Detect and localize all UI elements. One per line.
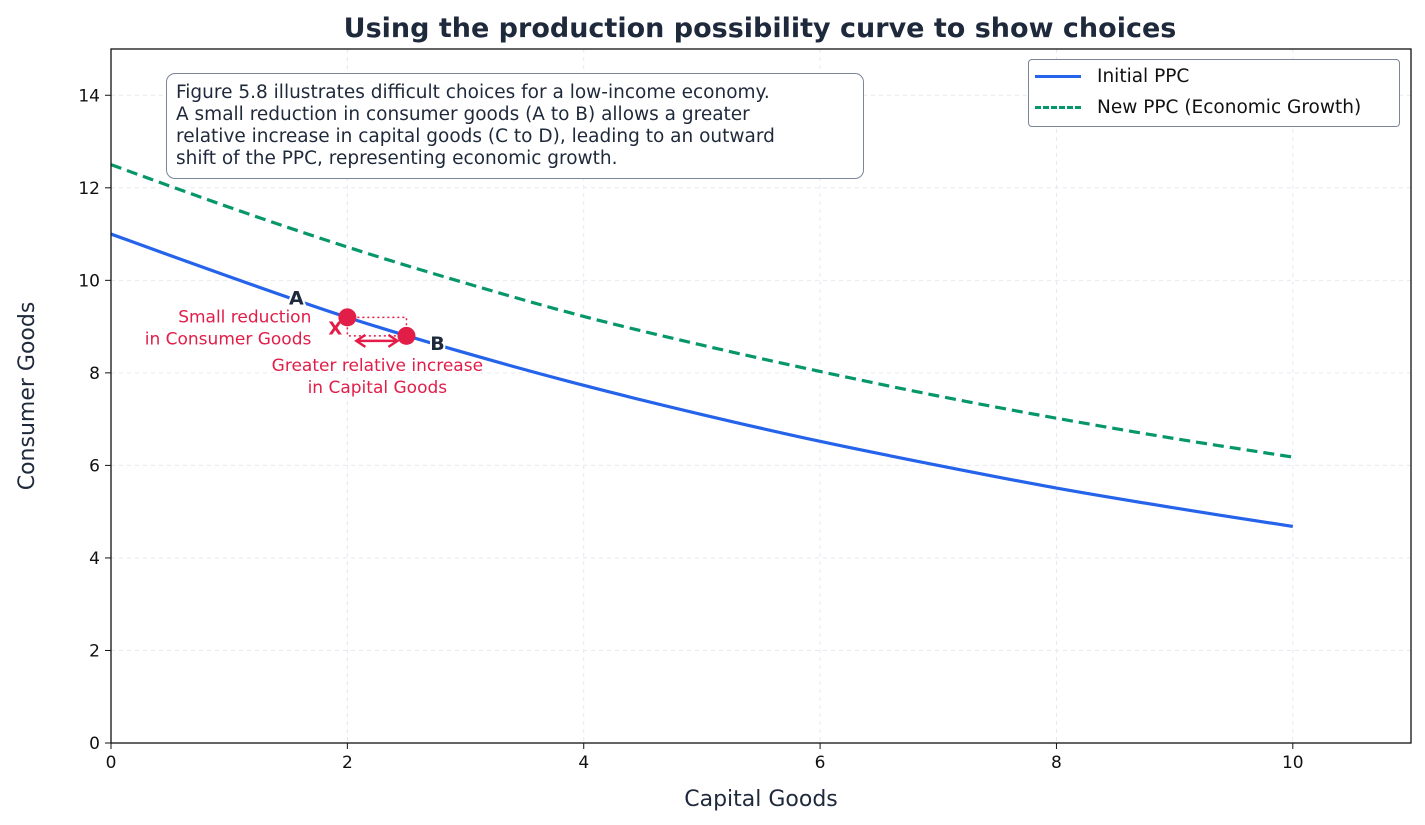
point-B (397, 326, 416, 345)
curves (110, 163, 1294, 529)
legend-swatch-dashed (1035, 106, 1081, 109)
new-ppc-line (110, 163, 1294, 459)
point-A (338, 308, 357, 327)
x-tick-label: 8 (1051, 753, 1062, 773)
y-axis-label: Consumer Goods (15, 302, 40, 491)
arrow-heads (354, 333, 400, 348)
reduction-label: in Consumer Goods (145, 329, 312, 349)
point-label-b: B (430, 333, 444, 355)
legend: Initial PPC New PPC (Economic Growth) (1028, 59, 1400, 127)
reduction-label: Small reduction (178, 307, 311, 327)
y-tick-label: 0 (89, 734, 100, 754)
y-tick-label: 6 (89, 456, 100, 476)
x-tick-label: 0 (106, 753, 117, 773)
legend-item-initial: Initial PPC (1035, 66, 1189, 87)
plot-frame (110, 48, 1412, 744)
explanation-note: Figure 5.8 illustrates difficult choices… (166, 73, 864, 179)
ticks: 0 2 4 6 8 10 0 2 4 6 8 10 12 14 (78, 86, 1303, 773)
y-tick-label: 4 (89, 549, 100, 569)
x-tick-label: 2 (342, 753, 353, 773)
legend-swatch-solid (1035, 75, 1081, 78)
legend-label: New PPC (Economic Growth) (1097, 97, 1362, 118)
note-line: Figure 5.8 illustrates difficult choices… (176, 82, 770, 103)
increase-label: in Capital Goods (308, 378, 448, 398)
point-label-a: A (289, 287, 304, 309)
y-tick-label: 8 (89, 364, 100, 384)
note-line: shift of the PPC, representing economic … (176, 148, 618, 169)
y-tick-label: 2 (89, 641, 100, 661)
y-tick-label: 14 (78, 86, 100, 106)
chart-title: Using the production possibility curve t… (344, 13, 1177, 44)
x-tick-label: 10 (1282, 753, 1304, 773)
x-marker: X (328, 318, 342, 339)
note-line: relative increase in capital goods (C to… (176, 126, 775, 147)
legend-item-new: New PPC (Economic Growth) (1035, 97, 1361, 118)
x-tick-label: 4 (578, 753, 589, 773)
y-tick-label: 12 (78, 179, 100, 199)
initial-ppc-line (110, 232, 1294, 529)
note-line: A small reduction in consumer goods (A t… (176, 104, 750, 125)
x-axis-label: Capital Goods (684, 787, 838, 812)
legend-label: Initial PPC (1097, 66, 1190, 87)
x-tick-label: 6 (815, 753, 826, 773)
y-tick-label: 10 (78, 271, 100, 291)
increase-label: Greater relative increase (272, 356, 483, 376)
